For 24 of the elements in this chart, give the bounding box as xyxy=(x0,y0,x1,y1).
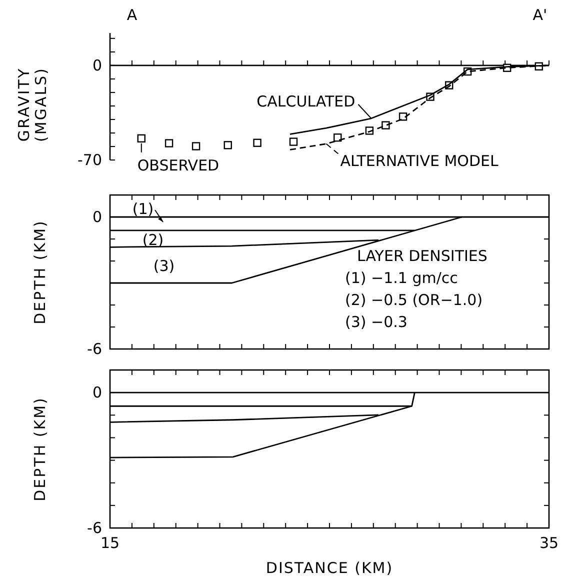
annotation: (2) xyxy=(142,231,164,249)
y-axis-title: GRAVITY (MGALS) xyxy=(15,67,50,142)
text: A xyxy=(126,6,138,24)
y-tick-label: 0 xyxy=(92,56,102,74)
annotation: (1) xyxy=(132,200,154,218)
x-tick-label: 35 xyxy=(539,534,559,552)
y-tick-label: -6 xyxy=(87,340,102,358)
x-axis-title: DISTANCE (KM) xyxy=(266,559,394,577)
series-label: CALCULATED xyxy=(256,92,356,110)
y-axis-title: DEPTH (KM) xyxy=(31,220,49,324)
annotation: (1) −1.1 gm/cc xyxy=(345,269,458,287)
y-tick-label: -6 xyxy=(87,519,102,537)
legend-label: ALTERNATIVE MODEL xyxy=(340,152,500,170)
y-tick-label: 0 xyxy=(92,208,102,226)
annotation: (2) −0.5 (OR−1.0) xyxy=(345,291,483,309)
annotation: (3) −0.3 xyxy=(345,313,408,331)
annotation: LAYER DENSITIES xyxy=(357,247,488,265)
text: A' xyxy=(532,6,548,24)
y-tick-label: -70 xyxy=(78,151,102,169)
x-tick-label: 15 xyxy=(100,534,120,552)
y-axis-title: DEPTH (KM) xyxy=(31,396,49,502)
y-tick-label: 0 xyxy=(92,384,102,402)
annotation: (3) xyxy=(153,257,175,275)
legend-label: OBSERVED xyxy=(137,156,220,174)
